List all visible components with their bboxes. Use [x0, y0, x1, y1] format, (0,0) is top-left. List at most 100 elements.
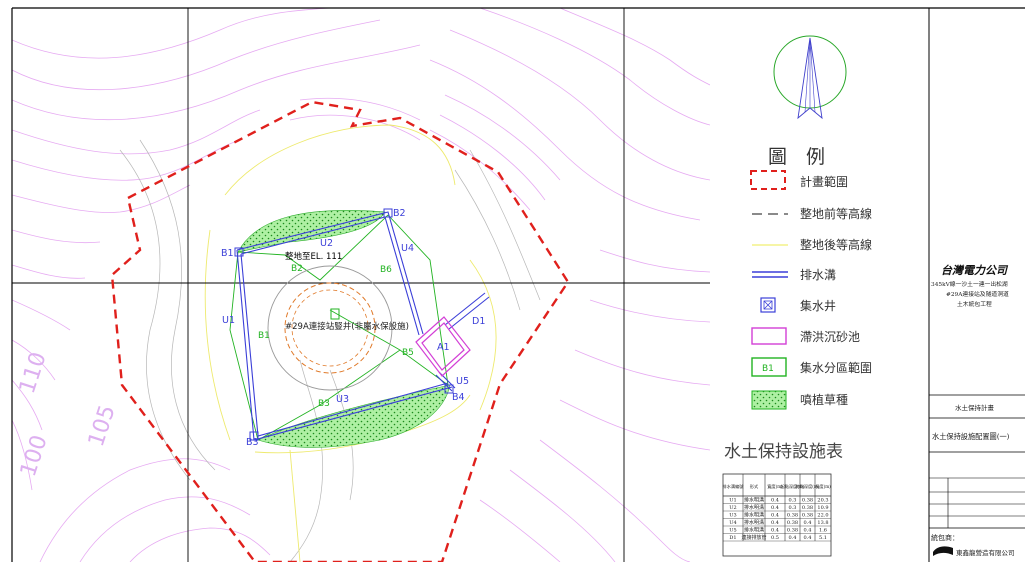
catchment-boundaries [229, 214, 449, 441]
table-cell: 0.38 [802, 498, 813, 504]
table-cell: 0.38 [802, 513, 813, 519]
sediment-basin [415, 316, 471, 377]
dashed-red-box-icon [750, 170, 786, 190]
table-cell: D1 [729, 535, 736, 541]
ditch-label-d1: D1 [472, 316, 485, 327]
table-cell: 0.4 [804, 520, 812, 526]
legend-item-label: 噴植草種 [800, 392, 848, 407]
table-cell: U3 [729, 513, 736, 519]
design-elevation-label: 整地至EL. 111 [285, 251, 342, 262]
table-cell: 0.4 [771, 528, 779, 534]
catchment-label-b3: B3 [246, 437, 259, 448]
table-cell: 0.4 [789, 535, 797, 541]
legend-item-label: 計畫範圍 [800, 174, 848, 189]
ditch-label-u1: U1 [222, 315, 235, 326]
legend-item-label: 集水井 [800, 298, 836, 313]
table-header-cell: 形式 [750, 483, 759, 490]
table-cell: 0.4 [771, 498, 779, 504]
contour-value-100: 100 [16, 432, 53, 480]
table-cell: 排水明溝 [744, 519, 764, 526]
catch-basin-icon [760, 297, 776, 313]
table-cell: 0.4 [771, 520, 779, 526]
table-cell: 排水明溝 [744, 527, 764, 534]
legend-item-label: 滯洪沉砂池 [800, 330, 860, 344]
table-cell: 1.6 [819, 528, 827, 534]
zone-label-b2: B2 [291, 264, 303, 274]
table-cell: 排水明溝 [744, 497, 764, 504]
table-cell: U5 [729, 528, 736, 534]
catchment-label-b1: B1 [221, 248, 234, 259]
green-box-tag: B1 [762, 364, 774, 374]
project-line-2: #29A連接站及隧道洞道 [946, 290, 1009, 298]
project-line-1: 345kV線一沙土一連一出松湖 [931, 280, 1008, 288]
table-header-cell: 排水溝編號 [723, 483, 745, 490]
zone-label-b6: B6 [380, 265, 392, 275]
table-cell: 0.38 [787, 513, 798, 519]
table-cell: 0.3 [789, 505, 797, 511]
contractor-name: 東鑫龍營造有限公司 [956, 548, 1015, 557]
table-cell: 0.4 [771, 513, 779, 519]
legend-item-label: 整地前等高線 [800, 206, 872, 221]
zone-label-b3: B3 [318, 399, 330, 409]
table-cell: U2 [729, 505, 736, 511]
ditch-label-u5: U5 [456, 376, 469, 387]
table-cell: 排水明溝 [744, 512, 764, 519]
legend-item-label: 整地後等高線 [800, 237, 872, 252]
catchment-label-b2: B2 [393, 208, 406, 219]
table-header-cell: 長度(m) [815, 483, 831, 490]
magenta-box-icon [751, 327, 787, 345]
table-cell: 0.4 [804, 528, 812, 534]
table-header-cell: 寬度(m) [767, 483, 783, 490]
catchment-label-b4: B4 [452, 392, 465, 403]
table-cell: 0.38 [787, 528, 798, 534]
table-cell: 20.3 [817, 498, 828, 504]
double-blue-line-icon [752, 271, 788, 278]
contours-pre [12, 8, 710, 562]
contours-grey [119, 139, 541, 562]
catchment-zone-labels: B1 B2 B3 B5 B6 [258, 264, 414, 409]
facility-table: 排水溝編號 形式 寬度(m)起點深度(m)終點深度(m)長度(m) U1 排水明溝 0.4… [723, 473, 832, 557]
green-box-icon [751, 357, 787, 377]
drawing-name: 水土保持設施配置圖(一) [932, 432, 1010, 441]
hatched-green-box-icon [751, 390, 787, 410]
ditch-labels: B1 B2 B3 B4 U2 U1 U3 U4 U5 D1 A1 [221, 208, 485, 448]
table-cell: 22.0 [817, 513, 828, 519]
table-header-cell: 終點深度(m) [796, 483, 820, 490]
legend: 圖 例 計畫範圍 整地前等高線 整地後等高線 排水溝 集水井 滯洪沉砂池 B1 … [750, 146, 872, 410]
title-block: 台灣電力公司 345kV線一沙土一連一出松湖 #29A連接站及隧道洞道 土木統包… [928, 8, 1025, 562]
shaft-circles [267, 265, 393, 391]
table-cell: U4 [729, 520, 736, 526]
legend-item-label: 排水溝 [800, 268, 836, 282]
company-name: 台灣電力公司 [941, 264, 1009, 277]
table-cell: 0.3 [789, 498, 797, 504]
zone-label-b1: B1 [258, 331, 270, 341]
table-cell: 連接排放管 [741, 534, 766, 541]
contractor-label: 統包商： [931, 533, 959, 542]
legend-title: 圖 例 [768, 146, 825, 168]
contractor-logo-icon [933, 546, 953, 556]
contour-value-110: 110 [15, 349, 52, 397]
site-plan: 整地至EL. 111 #29A連接站豎井(非屬水保設施) 110 105 100… [12, 8, 710, 562]
ditch-label-u2: U2 [320, 238, 333, 249]
shaft-label: #29A連接站豎井(非屬水保設施) [285, 321, 409, 332]
table-cell: 0.5 [771, 535, 779, 541]
table-header-cell: 起點深度(m) [781, 483, 805, 490]
facility-table-title: 水土保持設施表 [724, 442, 843, 462]
table-cell: 0.4 [804, 535, 812, 541]
table-cell: 5.1 [819, 535, 827, 541]
basin-label-a1: A1 [437, 342, 450, 353]
drainage-ditches [234, 208, 490, 441]
contours-post [204, 124, 497, 562]
table-cell: 0.38 [802, 505, 813, 511]
table-cell: 13.8 [817, 520, 828, 526]
table-cell: 排水明溝 [744, 504, 764, 511]
zone-label-b5: B5 [402, 348, 414, 358]
legend-item-label: 集水分區範圍 [800, 360, 872, 375]
table-cell: 10.9 [817, 505, 828, 511]
ditch-label-u4: U4 [401, 243, 414, 254]
table-cell: 0.4 [771, 505, 779, 511]
table-cell: U1 [729, 498, 736, 504]
plan-name: 水土保持計畫 [955, 403, 995, 412]
table-cell: 0.38 [787, 520, 798, 526]
